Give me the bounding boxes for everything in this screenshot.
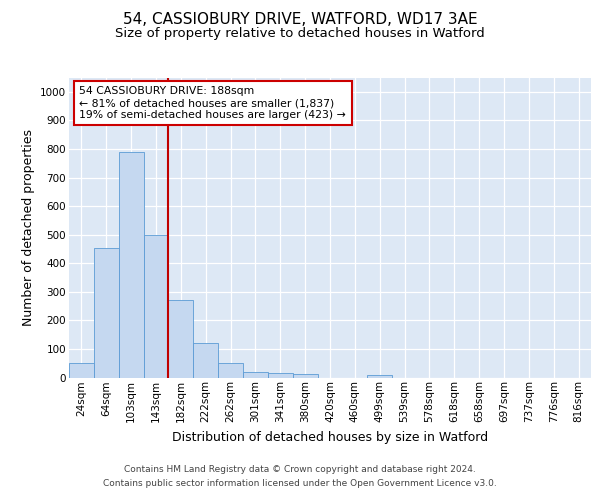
Bar — [193, 343, 218, 378]
Bar — [119, 152, 143, 378]
Text: Size of property relative to detached houses in Watford: Size of property relative to detached ho… — [115, 28, 485, 40]
Bar — [143, 234, 169, 378]
Bar — [94, 248, 119, 378]
Bar — [293, 374, 317, 378]
Bar — [218, 362, 243, 378]
X-axis label: Distribution of detached houses by size in Watford: Distribution of detached houses by size … — [172, 430, 488, 444]
Text: 54 CASSIOBURY DRIVE: 188sqm
← 81% of detached houses are smaller (1,837)
19% of : 54 CASSIOBURY DRIVE: 188sqm ← 81% of det… — [79, 86, 346, 120]
Bar — [367, 374, 392, 378]
Bar — [243, 372, 268, 378]
Text: 54, CASSIOBURY DRIVE, WATFORD, WD17 3AE: 54, CASSIOBURY DRIVE, WATFORD, WD17 3AE — [122, 12, 478, 28]
Bar — [69, 363, 94, 378]
Bar — [169, 300, 193, 378]
Text: Contains HM Land Registry data © Crown copyright and database right 2024.
Contai: Contains HM Land Registry data © Crown c… — [103, 466, 497, 487]
Bar — [268, 373, 293, 378]
Y-axis label: Number of detached properties: Number of detached properties — [22, 129, 35, 326]
